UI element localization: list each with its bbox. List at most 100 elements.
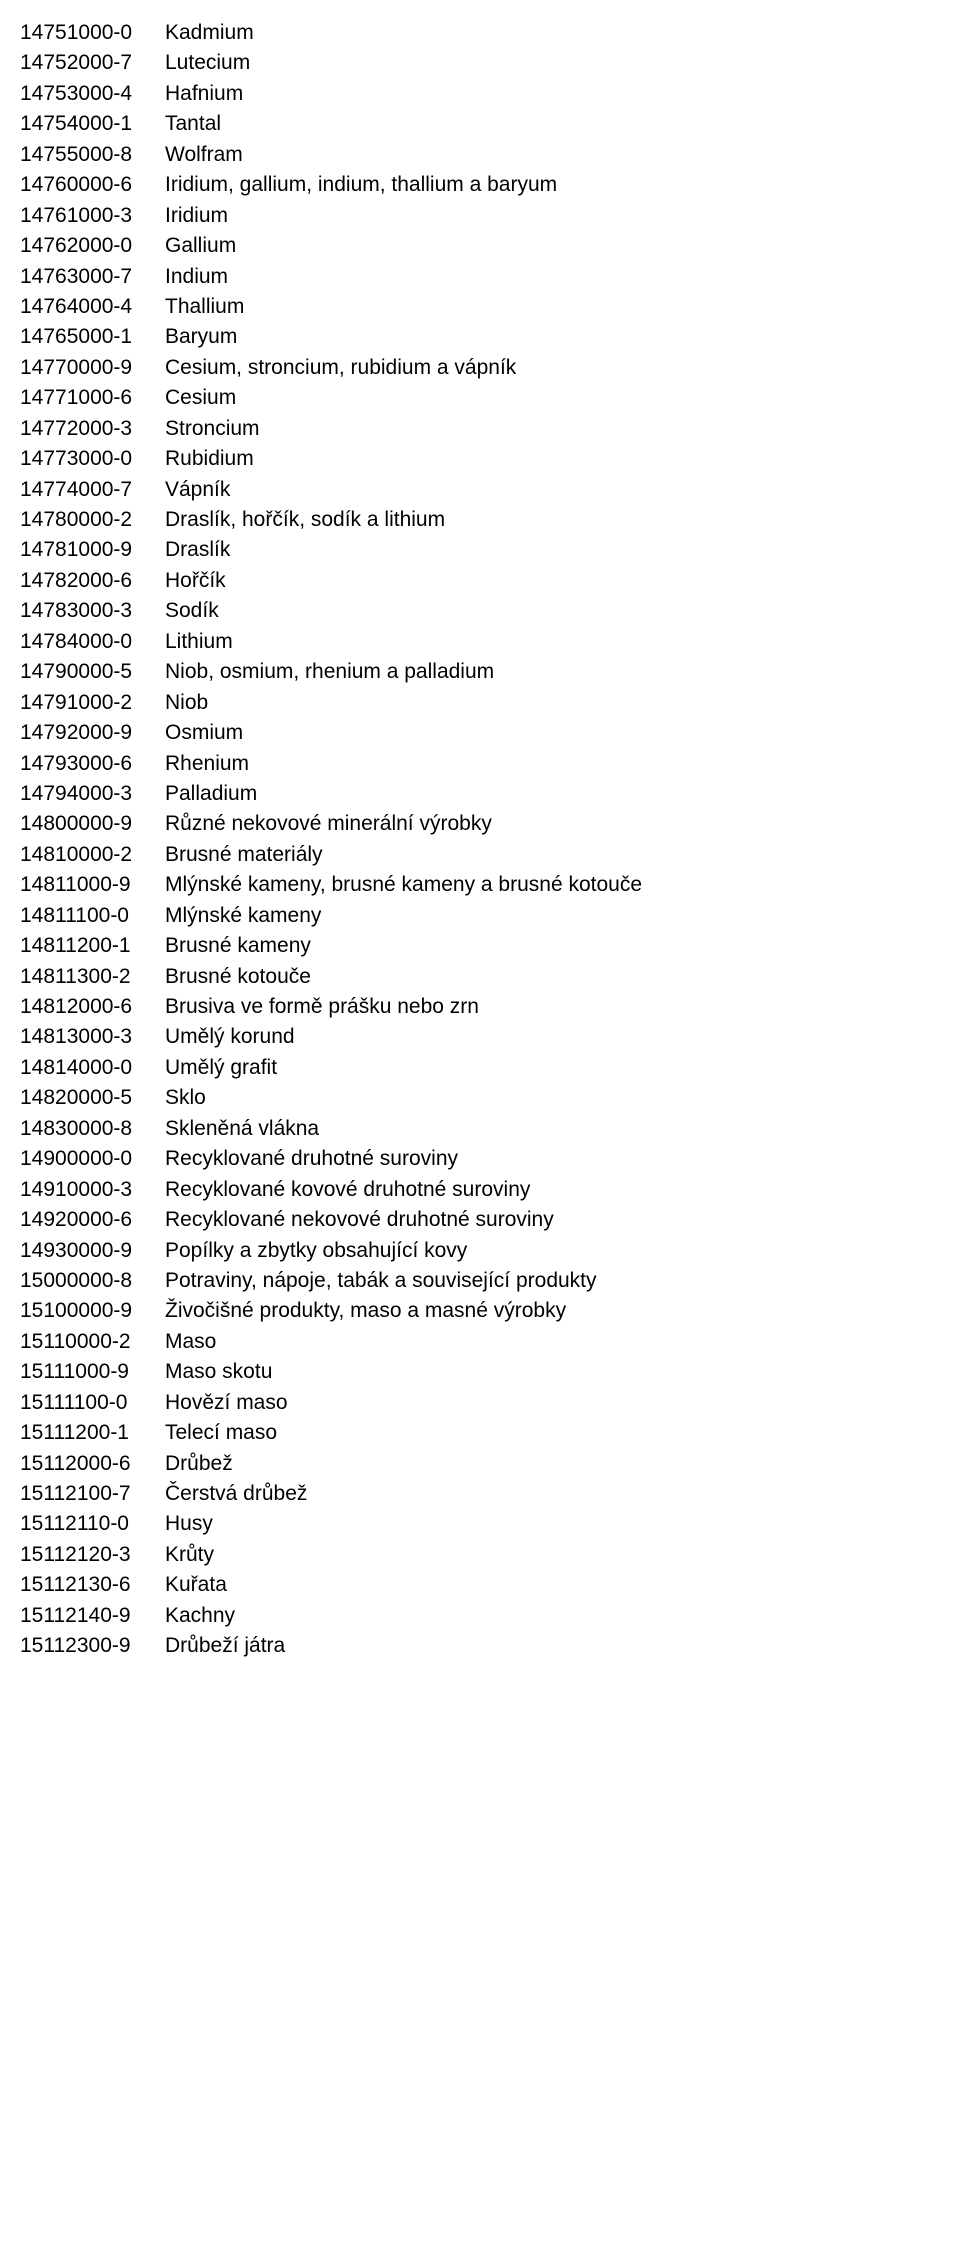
code-cell: 15112130-6	[20, 1570, 165, 1600]
description-cell: Brusné kameny	[165, 931, 940, 961]
code-cell: 14920000-6	[20, 1205, 165, 1235]
table-row: 14760000-6Iridium, gallium, indium, thal…	[20, 170, 940, 200]
description-cell: Niob	[165, 688, 940, 718]
table-row: 14814000-0Umělý grafit	[20, 1053, 940, 1083]
code-cell: 14770000-9	[20, 353, 165, 383]
table-row: 14794000-3Palladium	[20, 779, 940, 809]
description-cell: Hafnium	[165, 79, 940, 109]
description-cell: Rubidium	[165, 444, 940, 474]
table-row: 14793000-6Rhenium	[20, 749, 940, 779]
table-row: 15111000-9Maso skotu	[20, 1357, 940, 1387]
description-cell: Niob, osmium, rhenium a palladium	[165, 657, 940, 687]
code-cell: 14811000-9	[20, 870, 165, 900]
table-row: 14820000-5Sklo	[20, 1083, 940, 1113]
description-cell: Maso skotu	[165, 1357, 940, 1387]
description-cell: Hořčík	[165, 566, 940, 596]
code-cell: 14790000-5	[20, 657, 165, 687]
description-cell: Draslík	[165, 535, 940, 565]
table-row: 14811300-2Brusné kotouče	[20, 962, 940, 992]
description-cell: Živočišné produkty, maso a masné výrobky	[165, 1296, 940, 1326]
description-cell: Brusné kotouče	[165, 962, 940, 992]
code-cell: 14810000-2	[20, 840, 165, 870]
description-cell: Mlýnské kameny, brusné kameny a brusné k…	[165, 870, 940, 900]
code-cell: 14762000-0	[20, 231, 165, 261]
description-cell: Recyklované nekovové druhotné suroviny	[165, 1205, 940, 1235]
code-cell: 14791000-2	[20, 688, 165, 718]
code-cell: 14751000-0	[20, 18, 165, 48]
code-cell: 14754000-1	[20, 109, 165, 139]
table-row: 14811100-0Mlýnské kameny	[20, 901, 940, 931]
code-cell: 14765000-1	[20, 322, 165, 352]
table-row: 14830000-8Skleněná vlákna	[20, 1114, 940, 1144]
description-cell: Palladium	[165, 779, 940, 809]
table-row: 14790000-5Niob, osmium, rhenium a pallad…	[20, 657, 940, 687]
code-cell: 14811100-0	[20, 901, 165, 931]
code-cell: 15000000-8	[20, 1266, 165, 1296]
table-row: 14765000-1Baryum	[20, 322, 940, 352]
table-row: 15000000-8Potraviny, nápoje, tabák a sou…	[20, 1266, 940, 1296]
description-cell: Popílky a zbytky obsahující kovy	[165, 1236, 940, 1266]
description-cell: Hovězí maso	[165, 1388, 940, 1418]
description-cell: Maso	[165, 1327, 940, 1357]
code-cell: 14811200-1	[20, 931, 165, 961]
code-cell: 14830000-8	[20, 1114, 165, 1144]
table-row: 15112300-9Drůbeží játra	[20, 1631, 940, 1661]
table-row: 14755000-8Wolfram	[20, 140, 940, 170]
table-row: 14782000-6Hořčík	[20, 566, 940, 596]
code-cell: 14752000-7	[20, 48, 165, 78]
table-row: 14753000-4Hafnium	[20, 79, 940, 109]
description-cell: Osmium	[165, 718, 940, 748]
table-row: 14811200-1Brusné kameny	[20, 931, 940, 961]
table-row: 14910000-3Recyklované kovové druhotné su…	[20, 1175, 940, 1205]
table-row: 14752000-7Lutecium	[20, 48, 940, 78]
code-cell: 15112100-7	[20, 1479, 165, 1509]
code-cell: 15111100-0	[20, 1388, 165, 1418]
table-row: 14771000-6Cesium	[20, 383, 940, 413]
code-cell: 14783000-3	[20, 596, 165, 626]
description-cell: Kadmium	[165, 18, 940, 48]
code-cell: 14811300-2	[20, 962, 165, 992]
code-cell: 15110000-2	[20, 1327, 165, 1357]
code-cell: 14820000-5	[20, 1083, 165, 1113]
description-cell: Rhenium	[165, 749, 940, 779]
description-cell: Potraviny, nápoje, tabák a související p…	[165, 1266, 940, 1296]
table-row: 15112000-6Drůbež	[20, 1449, 940, 1479]
description-cell: Recyklované druhotné suroviny	[165, 1144, 940, 1174]
table-row: 14780000-2Draslík, hořčík, sodík a lithi…	[20, 505, 940, 535]
code-cell: 14900000-0	[20, 1144, 165, 1174]
code-cell: 14761000-3	[20, 201, 165, 231]
code-cell: 14772000-3	[20, 414, 165, 444]
code-cell: 15112000-6	[20, 1449, 165, 1479]
table-row: 15112100-7Čerstvá drůbež	[20, 1479, 940, 1509]
table-row: 14762000-0Gallium	[20, 231, 940, 261]
description-cell: Brusiva ve formě prášku nebo zrn	[165, 992, 940, 1022]
description-cell: Krůty	[165, 1540, 940, 1570]
description-cell: Umělý grafit	[165, 1053, 940, 1083]
description-cell: Telecí maso	[165, 1418, 940, 1448]
code-cell: 14755000-8	[20, 140, 165, 170]
description-cell: Wolfram	[165, 140, 940, 170]
description-cell: Sodík	[165, 596, 940, 626]
description-cell: Baryum	[165, 322, 940, 352]
description-cell: Gallium	[165, 231, 940, 261]
table-row: 15110000-2Maso	[20, 1327, 940, 1357]
table-row: 15111200-1Telecí maso	[20, 1418, 940, 1448]
table-row: 15112110-0Husy	[20, 1509, 940, 1539]
description-cell: Stroncium	[165, 414, 940, 444]
code-cell: 14773000-0	[20, 444, 165, 474]
table-row: 14773000-0Rubidium	[20, 444, 940, 474]
table-row: 14812000-6Brusiva ve formě prášku nebo z…	[20, 992, 940, 1022]
table-row: 14770000-9Cesium, stroncium, rubidium a …	[20, 353, 940, 383]
code-cell: 15111000-9	[20, 1357, 165, 1387]
description-cell: Thallium	[165, 292, 940, 322]
description-cell: Drůbeží játra	[165, 1631, 940, 1661]
description-cell: Kuřata	[165, 1570, 940, 1600]
code-cell: 14764000-4	[20, 292, 165, 322]
table-row: 14920000-6Recyklované nekovové druhotné …	[20, 1205, 940, 1235]
description-cell: Sklo	[165, 1083, 940, 1113]
table-row: 14751000-0Kadmium	[20, 18, 940, 48]
description-cell: Cesium, stroncium, rubidium a vápník	[165, 353, 940, 383]
description-cell: Vápník	[165, 475, 940, 505]
table-row: 15112120-3Krůty	[20, 1540, 940, 1570]
code-cell: 14793000-6	[20, 749, 165, 779]
